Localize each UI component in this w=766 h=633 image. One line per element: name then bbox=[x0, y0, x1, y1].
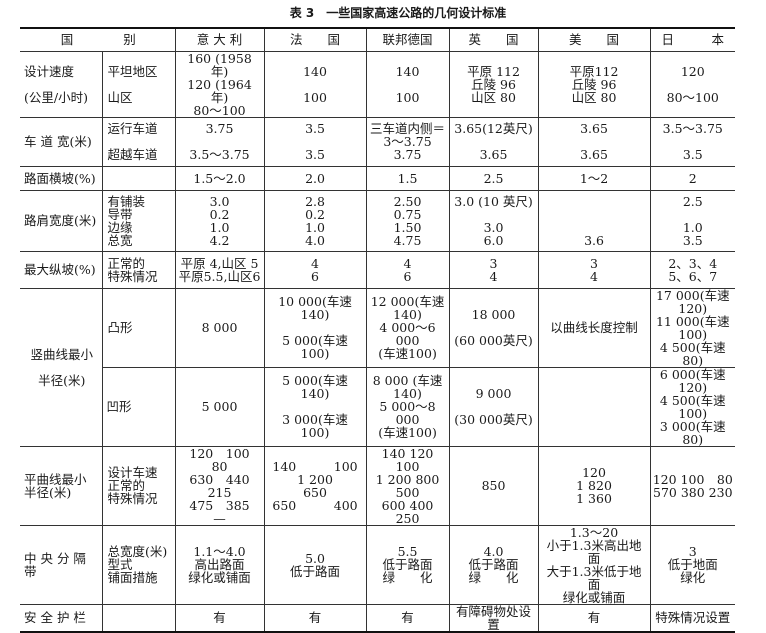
row-label: 安 全 护 栏 bbox=[20, 603, 103, 632]
table-cell: 5.0 低于路面 bbox=[263, 524, 367, 605]
table-cell: 120 80～100 bbox=[649, 50, 736, 118]
table-cell: 8 000 bbox=[174, 287, 265, 368]
table-cell: 3.6 bbox=[537, 189, 651, 252]
table-cell: 有 bbox=[174, 603, 265, 632]
table-title: 表 3 一些国家高速公路的几何设计标准 bbox=[289, 6, 507, 20]
row-label: 设计速度 (公里/小时) bbox=[20, 50, 103, 118]
row-sublabel: 设计车速 正常的 特殊情况 bbox=[101, 445, 176, 526]
table-cell: 3 4 bbox=[537, 250, 651, 289]
table-cell: 5.5 低于路面 绿 化 bbox=[365, 524, 450, 605]
table-cell: 1～2 bbox=[537, 165, 651, 191]
design-standards-table: 国 别意 大 利法 国联邦德国英 国美 国日 本设计速度 (公里/小时) 平坦地区… bbox=[20, 27, 736, 633]
table-cell: 140 120 100 1 200 800 500 600 400 250 bbox=[365, 445, 450, 526]
table-cell: 3.65 3.65 bbox=[537, 116, 651, 167]
table-cell: 3.65(12英尺) 3.65 bbox=[448, 116, 539, 167]
row-sublabel bbox=[101, 165, 176, 191]
table-cell: 3.5～3.75 3.5 bbox=[649, 116, 736, 167]
row-label: 路肩宽度(米) bbox=[20, 189, 103, 252]
header-country: 美 国 bbox=[537, 27, 651, 52]
table-cell: 4 6 bbox=[263, 250, 367, 289]
table-cell: 特殊情况设置 bbox=[649, 603, 736, 632]
table-cell: 3.0 (10 英尺) 3.0 6.0 bbox=[448, 189, 539, 252]
table-cell: 140 100 bbox=[263, 50, 367, 118]
table-row: 凹形 5 000 5 000(车速 140) 3 000(车速 100) 8 000 … bbox=[20, 366, 736, 447]
table-cell: 5 000(车速 140) 3 000(车速 100) bbox=[263, 366, 367, 447]
table-cell: 5 000 bbox=[174, 366, 265, 447]
header-country: 意 大 利 bbox=[174, 27, 265, 52]
table-cell: 120 100 80 630 440 215 475 385 — bbox=[174, 445, 265, 526]
table-cell: 1.1～4.0 高出路面 绿化或铺面 bbox=[174, 524, 265, 605]
header-country: 法 国 bbox=[263, 27, 367, 52]
table-cell: 平原 112 丘陵 96 山区 80 bbox=[448, 50, 539, 118]
table-row: 设计速度 (公里/小时) 平坦地区 山区 160 (1958 年) 120 (196… bbox=[20, 50, 736, 118]
table-cell: 9 000 (30 000英尺) bbox=[448, 366, 539, 447]
table-row: 平曲线最小 半径(米) 设计车速 正常的 特殊情况 120 100 80 630 4… bbox=[20, 445, 736, 526]
row-sublabel: 总宽度(米) 型式 铺面措施 bbox=[101, 524, 176, 605]
table-cell: 1.5 bbox=[365, 165, 450, 191]
table-cell: 三车道内侧＝ 3～3.75 3.75 bbox=[365, 116, 450, 167]
row-sublabel bbox=[101, 603, 176, 632]
header-country: 英 国 bbox=[448, 27, 539, 52]
header-row: 国 别意 大 利法 国联邦德国英 国美 国日 本 bbox=[20, 27, 736, 52]
table-cell: 有障碍物处设置 bbox=[448, 603, 539, 632]
table-cell: 120 1 820 1 360 bbox=[537, 445, 651, 526]
table-cell: 2.0 bbox=[263, 165, 367, 191]
table-cell: 160 (1958 年) 120 (1964 年) 80～100 bbox=[174, 50, 265, 118]
table-cell: 140 100 bbox=[365, 50, 450, 118]
table-cell: 1.5～2.0 bbox=[174, 165, 265, 191]
row-sublabel: 凹形 bbox=[102, 366, 176, 447]
table-cell: 2.5 bbox=[448, 165, 539, 191]
row-sublabel: 运行车道 超越车道 bbox=[101, 116, 176, 167]
header-country: 日 本 bbox=[649, 27, 736, 52]
table-cell: 3.0 0.2 1.0 4.2 bbox=[174, 189, 265, 252]
row-sublabel: 平坦地区 山区 bbox=[101, 50, 176, 118]
table-cell: 18 000 (60 000英尺) bbox=[448, 287, 539, 368]
table-cell: 3 4 bbox=[448, 250, 539, 289]
header-category: 国 别 bbox=[20, 27, 176, 52]
table-cell: 1.3～20 小于1.3米高出地面 大于1.3米低于地面 绿化或铺面 bbox=[537, 524, 651, 605]
table-cell: 3 低于地面 绿化 bbox=[649, 524, 736, 605]
table-row: 竖曲线最小 半径(米) 凸形 8 000 10 000(车速 140) 5 000(车… bbox=[20, 287, 736, 447]
table-cell: 以曲线长度控制 bbox=[537, 287, 651, 368]
row-sublabel: 正常的 特殊情况 bbox=[101, 250, 176, 289]
row-label: 车 道 宽(米) bbox=[20, 116, 103, 167]
table-cell: 140 100 1 200 650 650 400 bbox=[263, 445, 367, 526]
row-label: 最大纵坡(%) bbox=[20, 250, 103, 289]
table-cell: 120 100 80 570 380 230 bbox=[649, 445, 736, 526]
table-cell: 3.75 3.5～3.75 bbox=[174, 116, 265, 167]
table-cell: 850 bbox=[448, 445, 539, 526]
table-cell: 6 000(车速 120) 4 500(车速 100) 3 000(车速 80) bbox=[649, 366, 736, 447]
table-row: 路面横坡(%) 1.5～2.0 2.0 1.5 2.5 1～2 2 bbox=[20, 165, 736, 191]
table-cell: 12 000(车速 140) 4 000～6 000 (车速100) bbox=[365, 287, 450, 368]
table-row: 路肩宽度(米) 有铺装 导带 边缘 总宽 3.0 0.2 1.0 4.2 2.8 0.… bbox=[20, 189, 736, 252]
table-cell: 10 000(车速 140) 5 000(车速 100) bbox=[263, 287, 367, 368]
table-cell: 2.5 1.0 3.5 bbox=[649, 189, 736, 252]
table-cell: 8 000 (车速 140) 5 000～8 000 (车速100) bbox=[365, 366, 450, 447]
header-country: 联邦德国 bbox=[365, 27, 450, 52]
table-row: 车 道 宽(米) 运行车道 超越车道 3.75 3.5～3.75 3.5 3.5 三车道… bbox=[20, 116, 736, 167]
row-sublabel: 有铺装 导带 边缘 总宽 bbox=[101, 189, 176, 252]
table-cell: 2、3、4 5、6、7 bbox=[649, 250, 736, 289]
table-cell: 2.50 0.75 1.50 4.75 bbox=[365, 189, 450, 252]
table-cell: 2.8 0.2 1.0 4.0 bbox=[263, 189, 367, 252]
table-cell: 平原112 丘陵 96 山区 80 bbox=[537, 50, 651, 118]
table-cell: 有 bbox=[263, 603, 367, 632]
row-label: 中 央 分 隔 带 bbox=[20, 524, 103, 605]
table-cell: 有 bbox=[537, 603, 651, 632]
table-cell: 17 000(车速 120) 11 000(车速 100) 4 500(车速 8… bbox=[649, 287, 736, 368]
table-cell: 4 6 bbox=[365, 250, 450, 289]
table-cell bbox=[537, 366, 651, 447]
table-cell: 3.5 3.5 bbox=[263, 116, 367, 167]
row-label: 路面横坡(%) bbox=[20, 165, 103, 191]
table-row: 中 央 分 隔 带总宽度(米) 型式 铺面措施 1.1～4.0 高出路面 绿化或铺… bbox=[20, 524, 736, 605]
table-row: 安 全 护 栏有有有有障碍物处设置有特殊情况设置 bbox=[20, 603, 736, 632]
table-cell: 4.0 低于路面 绿 化 bbox=[448, 524, 539, 605]
table-cell: 平原 4,山区 5 平原5.5,山区6 bbox=[174, 250, 265, 289]
row-label: 平曲线最小 半径(米) bbox=[20, 445, 103, 526]
table-cell: 2 bbox=[649, 165, 736, 191]
row-label: 竖曲线最小 半径(米) bbox=[20, 287, 103, 447]
table-cell: 有 bbox=[365, 603, 450, 632]
row-sublabel: 凸形 bbox=[101, 287, 176, 368]
